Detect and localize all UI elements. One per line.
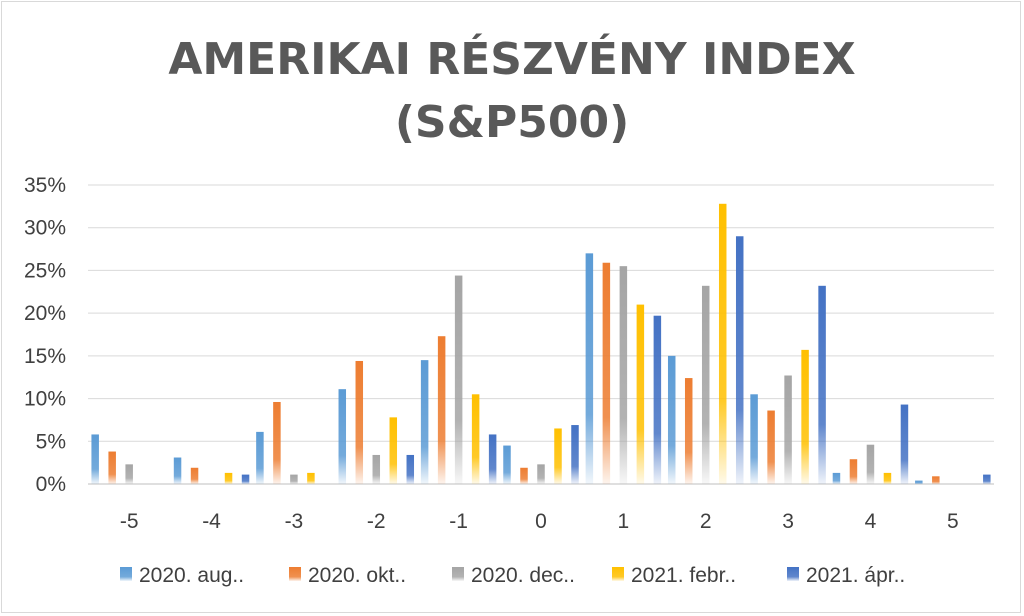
- y-tick-label: 5%: [36, 430, 66, 453]
- chart-title-line-2: (S&P500): [395, 97, 629, 148]
- bar: [735, 236, 744, 484]
- legend-label: 2021. febr..: [631, 564, 736, 587]
- x-tick-label: -4: [202, 510, 221, 533]
- bar: [420, 360, 429, 484]
- bar: [372, 454, 381, 484]
- bar: [619, 266, 628, 484]
- legend-swatch: [787, 567, 799, 581]
- x-tick-label: 1: [618, 510, 630, 533]
- legend-item: 2020. okt..: [289, 564, 406, 587]
- x-tick-label: -2: [367, 510, 386, 533]
- legend: 2020. aug.. 2020. okt.. 2020. dec.. 2021. f…: [120, 564, 905, 587]
- bar: [241, 474, 250, 484]
- bar: [636, 304, 645, 484]
- bar: [915, 480, 923, 484]
- bar: [307, 472, 315, 484]
- bars: [91, 203, 991, 484]
- x-tick-label: 4: [865, 510, 877, 533]
- bar: [718, 203, 727, 484]
- bar: [338, 389, 347, 484]
- bar: [224, 472, 233, 484]
- x-tick-label: -1: [449, 510, 468, 533]
- y-tick-label: 20%: [24, 302, 66, 325]
- bar: [653, 315, 662, 484]
- bar: [932, 476, 940, 484]
- legend-item: 2020. dec..: [452, 564, 575, 587]
- x-tick-label: 2: [700, 510, 712, 533]
- bar: [818, 285, 826, 484]
- y-tick-label: 10%: [24, 388, 66, 411]
- bar: [173, 457, 182, 484]
- bar: [91, 434, 99, 484]
- bar: [389, 417, 398, 484]
- y-axis-ticks: 0% 5% 10% 15% 20% 25% 30% 35%: [24, 174, 66, 496]
- bar: [571, 425, 579, 484]
- x-axis-ticks: -5 -4 -3 -2 -1 0 1 2 3 4 5: [120, 510, 959, 533]
- bar: [983, 474, 991, 484]
- bar: [355, 360, 364, 484]
- bar: [503, 445, 511, 484]
- y-tick-label: 0%: [36, 473, 66, 496]
- legend-label: 2020. okt..: [308, 564, 406, 587]
- bar: [585, 253, 594, 484]
- bar: [488, 434, 497, 484]
- legend-label: 2020. aug..: [139, 564, 244, 587]
- gridlines: [88, 184, 994, 485]
- bar: [108, 451, 116, 484]
- x-tick-label: -3: [285, 510, 304, 533]
- bar: [767, 410, 775, 484]
- bar: [471, 394, 480, 484]
- bar: [554, 428, 562, 484]
- bar: [801, 349, 809, 484]
- y-tick-label: 25%: [24, 259, 66, 282]
- x-tick-label: 0: [535, 510, 547, 533]
- bar: [537, 464, 545, 484]
- bar: [900, 404, 909, 484]
- legend-item: 2020. aug..: [120, 564, 244, 587]
- bar: [832, 472, 841, 484]
- bar: [750, 394, 758, 484]
- legend-item: 2021. ápr..: [787, 564, 905, 587]
- legend-swatch: [289, 567, 301, 581]
- bar: [290, 474, 298, 484]
- legend-swatch: [120, 567, 132, 581]
- bar: [273, 401, 281, 484]
- bar: [849, 459, 858, 484]
- y-tick-label: 15%: [24, 345, 66, 368]
- x-tick-label: -5: [120, 510, 139, 533]
- bar: [256, 431, 264, 484]
- legend-swatch: [452, 567, 464, 581]
- x-tick-label: 3: [782, 510, 794, 533]
- bar: [125, 464, 133, 484]
- bar: [406, 454, 415, 484]
- x-tick-label: 5: [947, 510, 959, 533]
- bar: [520, 467, 528, 484]
- bar: [437, 336, 446, 484]
- bar: [667, 355, 676, 484]
- bar: [784, 375, 792, 484]
- bar: [883, 472, 892, 484]
- bar: [684, 378, 693, 484]
- bar: [602, 262, 611, 484]
- legend-label: 2020. dec..: [471, 564, 575, 587]
- legend-item: 2021. febr..: [612, 564, 736, 587]
- bar: [454, 275, 463, 484]
- legend-label: 2021. ápr..: [806, 564, 905, 587]
- y-tick-label: 30%: [24, 217, 66, 240]
- bar: [866, 444, 875, 484]
- y-tick-label: 35%: [24, 174, 66, 197]
- legend-swatch: [612, 567, 624, 581]
- bar: [190, 467, 199, 484]
- chart-title-line-1: AMERIKAI RÉSZVÉNY INDEX: [168, 32, 855, 85]
- bar: [701, 285, 710, 484]
